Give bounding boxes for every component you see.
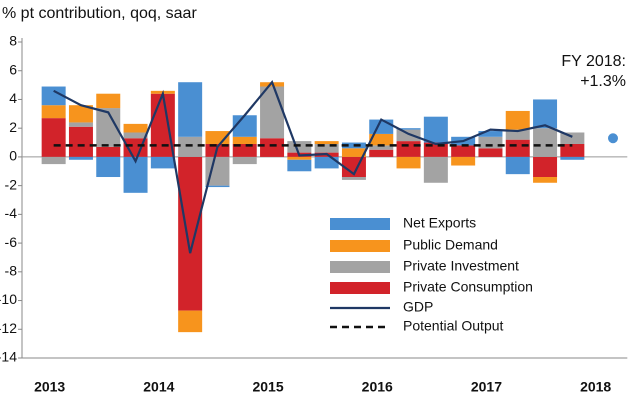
x-tick-label: 2013 [34,379,65,395]
fy-marker [608,133,618,144]
x-tick-label: 2015 [252,379,283,395]
bar-segment [478,131,503,137]
bar-segment [478,136,503,149]
legend-label: GDP [403,299,433,315]
bar-segment [314,143,339,153]
annotation: FY 2018: [561,53,626,70]
legend-label: Private Consumption [403,279,533,295]
y-tick-label: -12 [0,320,17,336]
bar-segment [505,129,530,140]
annotation: +1.3% [580,73,626,90]
bar-segment [150,156,175,169]
bar-segment [123,132,148,139]
bar-segment [287,141,312,153]
bar-segment [396,156,421,169]
bar-segment [396,128,421,130]
bar-segment [341,148,366,157]
legend-swatch [330,261,390,273]
y-axis-label: % pt contribution, qoq, saar [2,5,197,22]
bar-segment [178,156,203,311]
bar-segment [41,105,66,119]
y-tick-label: 8 [9,33,17,49]
bar-segment [396,141,421,157]
bar-segment [505,139,530,157]
y-tick-label: -10 [0,291,17,307]
bar-segment [478,148,503,157]
x-tick-label: 2018 [580,379,611,395]
x-tick-label: 2016 [362,379,393,395]
legend-label: Potential Output [403,318,504,334]
legend-label: Public Demand [403,237,498,253]
legend-label: Net Exports [403,215,476,231]
bar-segment [41,118,66,157]
bar-segment [287,159,312,172]
bar-segment [369,145,394,150]
bar-segment [369,149,394,157]
bar-segment [205,185,230,188]
bar-segment [123,123,148,133]
bar-segment [68,126,93,157]
bar-segment [314,156,339,169]
y-tick-label: -4 [5,205,18,221]
bar-segment [96,146,121,157]
bar-segment [96,156,121,178]
y-tick-label: 2 [9,119,17,135]
bar-segment [178,82,203,137]
bar-segment [369,133,394,146]
bar-segment [287,156,312,160]
bar-segment [260,138,285,157]
bar-segment [341,177,366,180]
bar-segment [68,105,93,123]
bar-segment [451,156,476,166]
x-tick-label: 2017 [471,379,502,395]
legend-swatch [330,282,390,294]
bar-segment [451,145,476,157]
bar-segment [396,129,421,142]
bar-segment [41,86,66,106]
bar-segment [560,132,585,144]
x-tick-label: 2014 [143,379,174,395]
y-tick-label: 0 [9,148,17,164]
bar-segment [423,116,448,143]
bar-segment [178,136,203,157]
legend-swatch [330,240,390,252]
bar-segment [96,93,121,109]
y-tick-label: -2 [5,176,18,192]
y-tick-label: -14 [0,349,17,365]
y-tick-label: -6 [5,234,18,250]
bar-segment [533,177,558,183]
bar-segment [260,86,285,139]
bar-segment [533,128,558,157]
bar-segment [505,156,530,175]
bar-segment [314,141,339,144]
bar-segment [232,136,257,144]
bar-segment [423,156,448,183]
bar-segment [68,122,93,127]
bar-segment [560,156,585,160]
bar-segment [232,156,257,165]
bar-segment [68,156,93,160]
bar-segment [533,99,558,129]
legend-label: Private Investment [403,258,519,274]
y-tick-label: 4 [9,90,17,106]
bar-segment [560,143,585,157]
gdp-line [53,80,573,254]
bar-segment [178,310,203,333]
bar-segment [41,156,66,165]
bar-segment [505,110,530,130]
legend-swatch [330,218,390,230]
bar-segment [533,156,558,178]
y-tick-label: 6 [9,61,17,77]
y-tick-label: -8 [5,263,18,279]
bar-segment [232,143,257,157]
